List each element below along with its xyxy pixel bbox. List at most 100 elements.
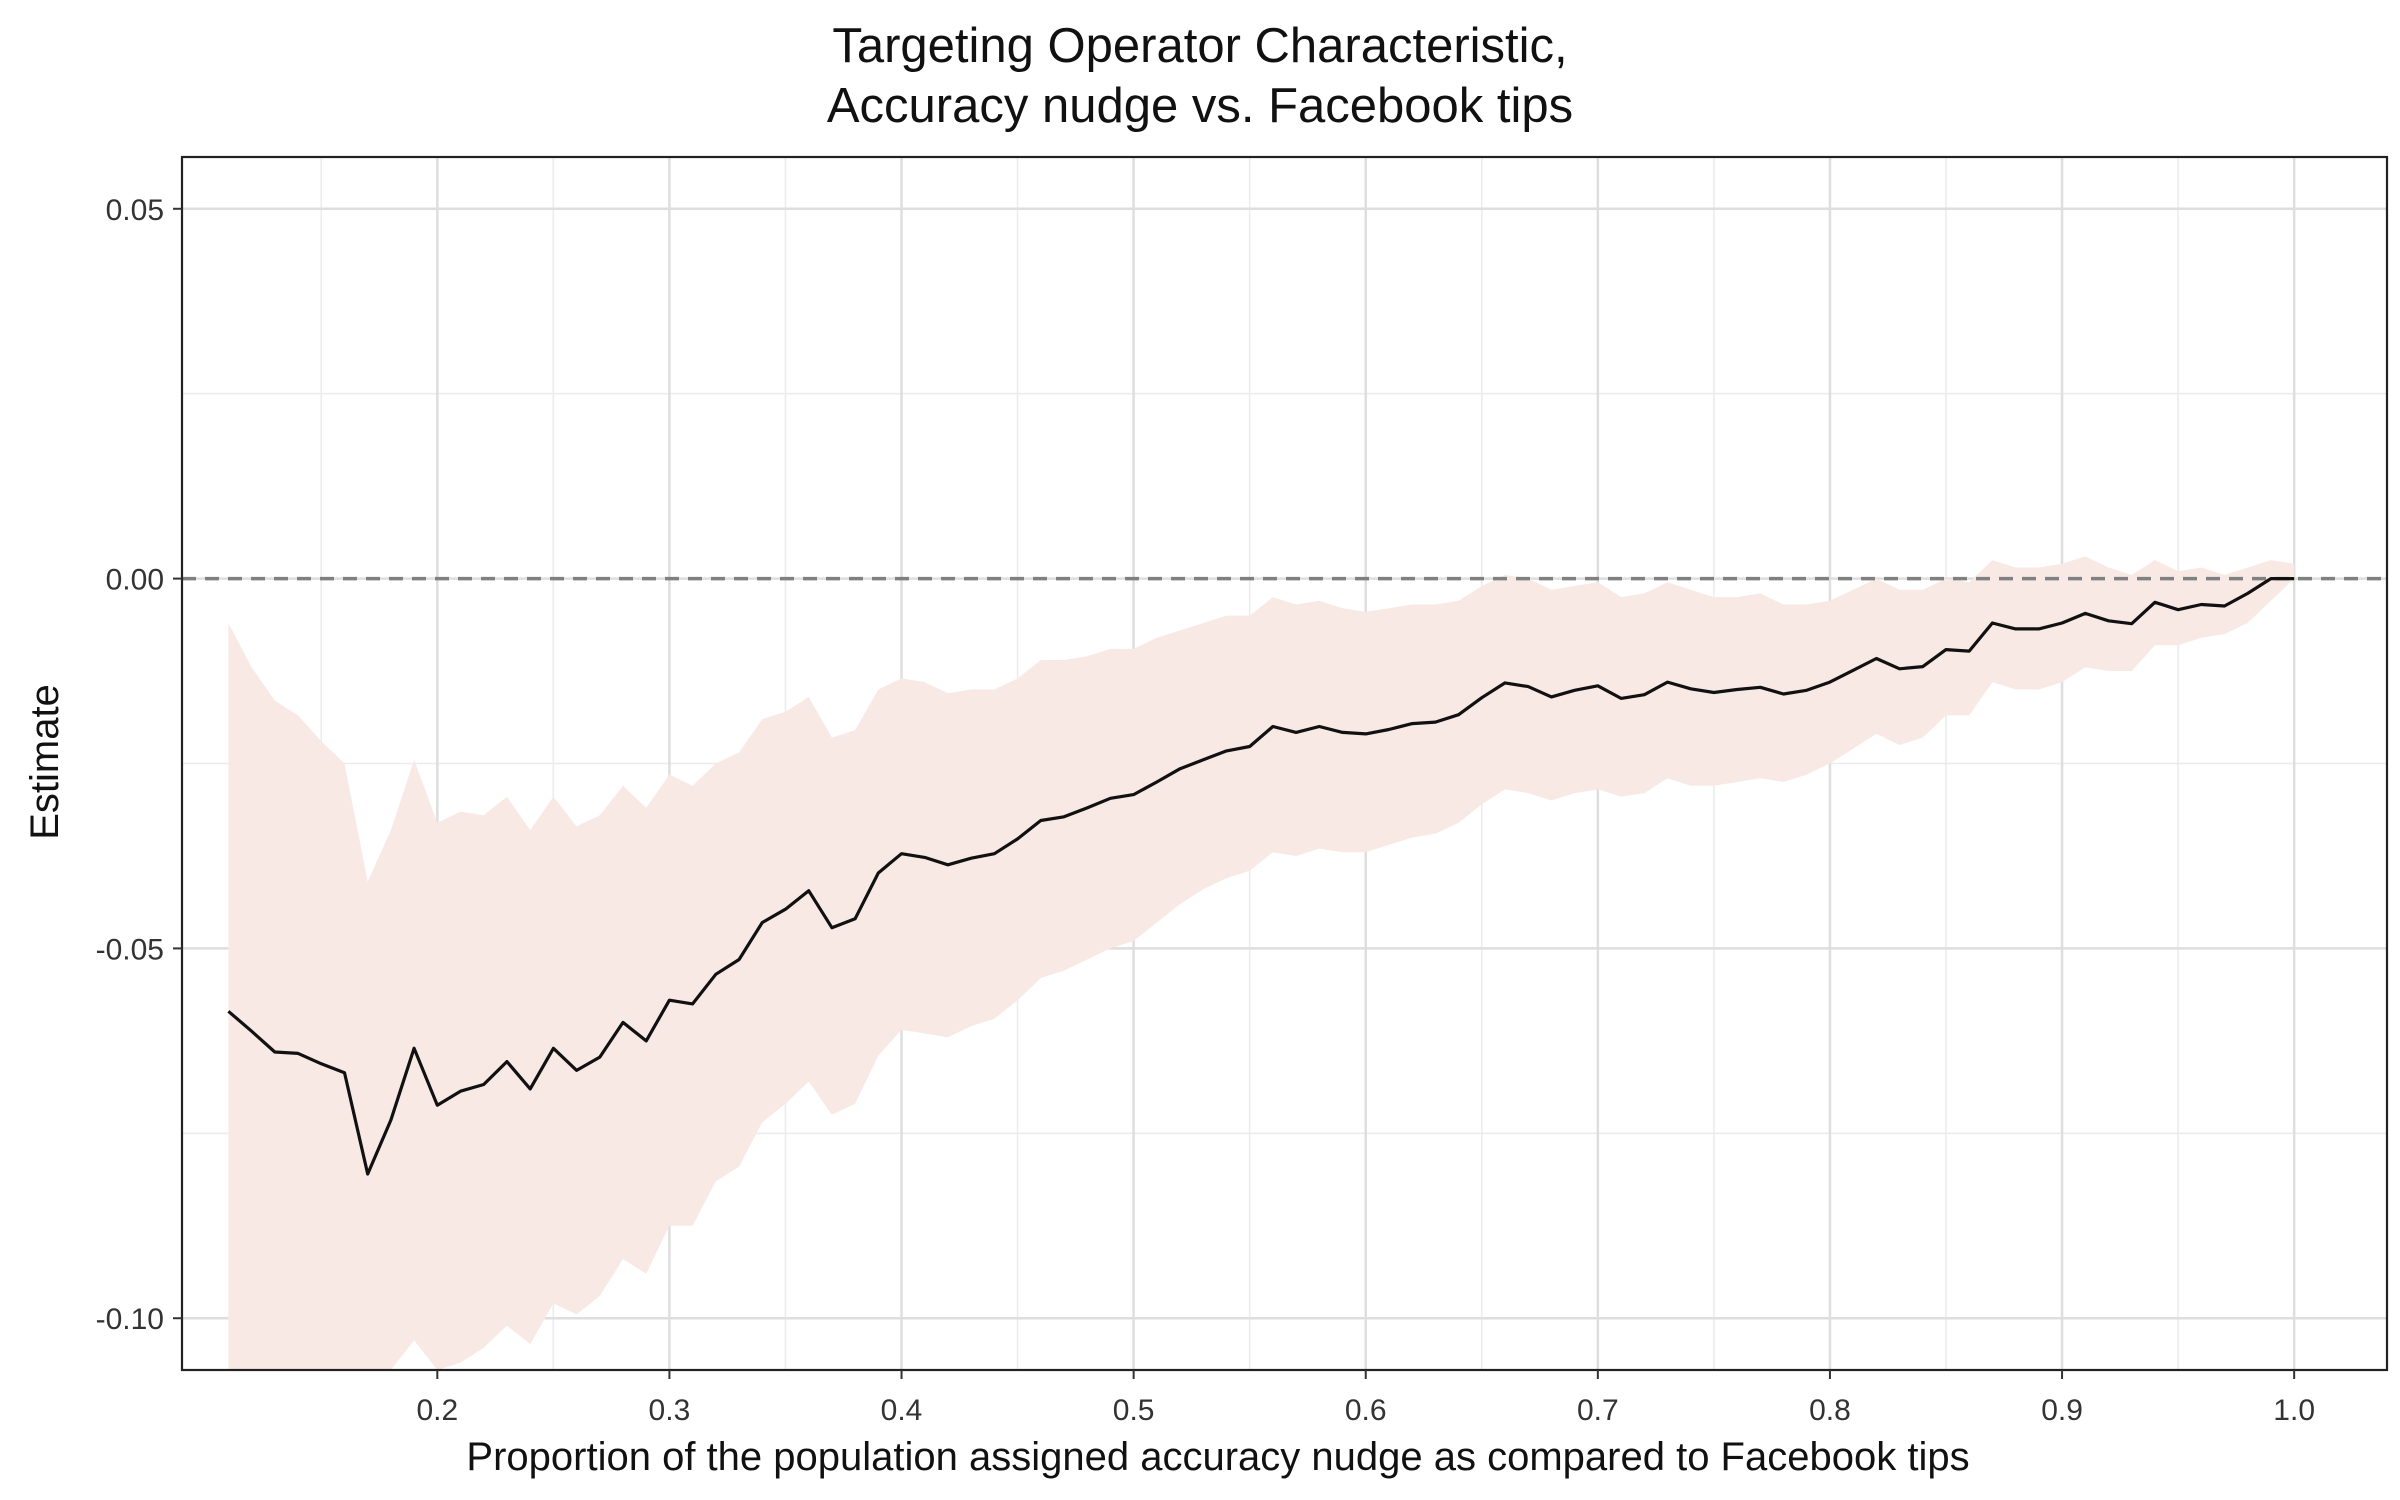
data-point	[1294, 730, 1298, 734]
y-tick-label: 0.00	[106, 564, 164, 597]
data-point	[482, 1083, 486, 1087]
data-point	[1758, 685, 1762, 689]
data-point	[1039, 818, 1043, 822]
data-point	[2014, 627, 2018, 631]
data-point	[2176, 608, 2180, 612]
data-point	[459, 1089, 463, 1093]
data-point	[1387, 727, 1391, 731]
data-point	[1851, 668, 1855, 672]
data-point	[1155, 780, 1159, 784]
data-point	[551, 1046, 555, 1050]
data-point	[389, 1118, 393, 1122]
data-point	[1549, 695, 1553, 699]
data-point	[783, 907, 787, 911]
x-tick-label: 0.2	[416, 1394, 458, 1427]
x-axis-title: Proportion of the population assigned ac…	[466, 1435, 1969, 1479]
data-point	[1619, 696, 1623, 700]
data-point	[435, 1103, 439, 1107]
x-tick-label: 0.8	[1809, 1394, 1851, 1427]
data-point	[1735, 688, 1739, 692]
data-point	[250, 1029, 254, 1033]
data-point	[1921, 665, 1925, 669]
y-axis-ticks: -0.10 -0.05 0.00 0.05	[96, 194, 182, 1336]
data-point	[528, 1087, 532, 1091]
estimate-line	[227, 577, 2295, 1176]
data-point	[575, 1068, 579, 1072]
data-point	[2106, 619, 2110, 623]
y-axis-title: Estimate	[23, 684, 67, 840]
data-point	[1689, 687, 1693, 691]
data-point	[226, 1009, 230, 1013]
data-point	[1457, 713, 1461, 717]
x-tick-label: 0.3	[649, 1394, 691, 1427]
data-point	[969, 856, 973, 860]
data-point	[1317, 725, 1321, 729]
data-point	[2223, 604, 2227, 608]
data-point	[1178, 767, 1182, 771]
x-tick-label: 0.9	[2041, 1394, 2083, 1427]
data-point	[667, 998, 671, 1002]
x-tick-label: 0.7	[1577, 1394, 1619, 1427]
x-tick-label: 1.0	[2273, 1394, 2315, 1427]
data-point	[1712, 690, 1716, 694]
data-point	[1480, 696, 1484, 700]
data-point	[1526, 685, 1530, 689]
data-point	[876, 871, 880, 875]
data-point	[807, 889, 811, 893]
data-point	[853, 917, 857, 921]
data-point	[830, 926, 834, 930]
data-point	[1410, 722, 1414, 726]
data-point	[2199, 602, 2203, 606]
data-point	[900, 852, 904, 856]
data-point	[946, 863, 950, 867]
data-point	[366, 1172, 370, 1176]
data-point	[1805, 688, 1809, 692]
data-point	[1503, 681, 1507, 685]
x-axis-ticks: 0.2 0.3 0.4 0.5 0.6 0.7 0.8 0.9 1.0	[416, 1370, 2315, 1427]
data-point	[598, 1055, 602, 1059]
y-tick-label: -0.05	[96, 933, 164, 966]
data-point	[1967, 649, 1971, 653]
data-point	[342, 1071, 346, 1075]
data-point	[273, 1050, 277, 1054]
data-point	[1433, 720, 1437, 724]
data-point	[2130, 622, 2134, 626]
data-point	[714, 972, 718, 976]
data-point	[2060, 621, 2064, 625]
data-point	[1944, 648, 1948, 652]
data-point	[412, 1046, 416, 1050]
chart-title: Targeting Operator Characteristic,	[832, 19, 1567, 73]
data-point	[1898, 667, 1902, 671]
plot-frame	[180, 155, 2389, 1372]
chart-subtitle: Accuracy nudge vs. Facebook tips	[827, 79, 1573, 133]
data-point	[2037, 627, 2041, 631]
data-point	[1596, 684, 1600, 688]
data-point	[1201, 758, 1205, 762]
data-point	[737, 958, 741, 962]
y-tick-label: -0.10	[96, 1303, 164, 1336]
data-point	[992, 852, 996, 856]
data-point	[1874, 656, 1878, 660]
data-point	[691, 1002, 695, 1006]
y-tick-label: 0.05	[106, 194, 164, 227]
data-point	[1108, 796, 1112, 800]
data-point	[760, 921, 764, 925]
data-point	[1665, 680, 1669, 684]
data-point	[1364, 732, 1368, 736]
x-tick-label: 0.6	[1345, 1394, 1387, 1427]
data-point	[1224, 749, 1228, 753]
data-point	[2269, 577, 2273, 581]
data-point	[1085, 806, 1089, 810]
data-point	[1248, 744, 1252, 748]
data-point	[1642, 693, 1646, 697]
data-point	[2083, 611, 2087, 615]
data-point	[1062, 815, 1066, 819]
data-point	[1573, 688, 1577, 692]
data-point	[505, 1060, 509, 1064]
x-tick-label: 0.5	[1113, 1394, 1155, 1427]
data-point	[296, 1051, 300, 1055]
confidence-band	[228, 556, 2295, 1370]
data-point	[1782, 692, 1786, 696]
data-point	[1016, 837, 1020, 841]
